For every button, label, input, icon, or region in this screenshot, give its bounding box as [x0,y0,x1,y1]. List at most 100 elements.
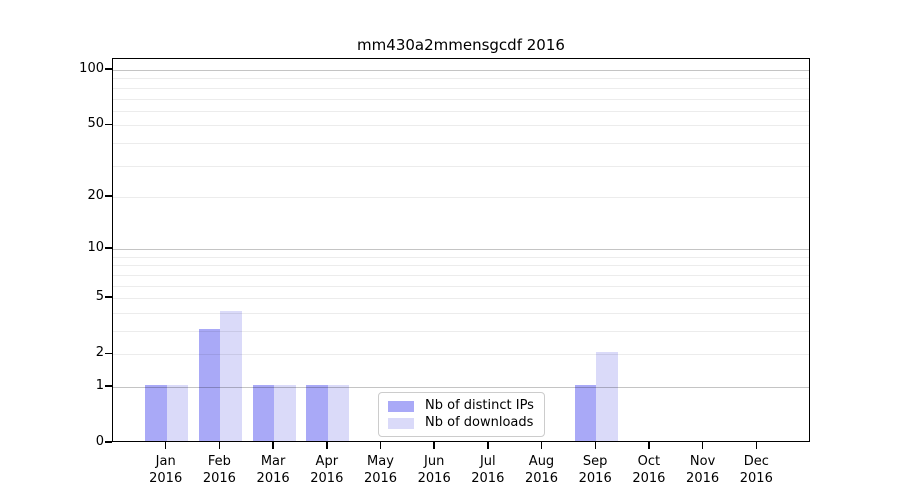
bar-apr-downloads [327,385,350,441]
x-tick-jan [164,442,167,449]
x-tick-dec [755,442,758,449]
x-tick-year: 2016 [632,471,666,486]
x-tick-month: Jan [155,454,176,469]
bar-mar-ips [252,385,275,441]
gridline-50 [113,125,809,127]
gridline-8 [113,265,809,267]
x-tick-label-aug: Aug 2016 [510,453,574,487]
x-tick-feb [218,442,221,449]
gridline-90 [113,78,809,80]
gridline-80 [113,87,809,89]
x-tick-label-may: May 2016 [349,453,413,487]
bar-sep-ips [574,385,597,441]
y-tick-label-1: 1 [95,378,104,393]
bar-feb-downloads [220,310,242,441]
x-tick-year: 2016 [524,471,559,486]
gridline-30 [113,165,809,167]
x-tick-year: 2016 [417,471,451,486]
y-tick-0 [105,441,112,443]
x-tick-oct [648,442,650,449]
legend-swatch-distinct-ips [388,400,414,412]
x-tick-nov [701,442,704,449]
x-tick-label-oct: Oct 2016 [617,453,681,487]
gridline-60 [113,110,809,112]
x-tick-apr [326,442,328,449]
x-tick-month: Feb [207,454,231,469]
y-tick-1 [105,385,112,387]
gridline-1 [113,387,809,388]
x-tick-label-mar: Mar 2016 [241,453,305,487]
x-tick-year: 2016 [471,471,505,486]
x-tick-jul [487,442,489,449]
y-tick-100 [105,68,112,70]
legend: Nb of distinct IPs Nb of downloads [378,392,545,437]
gridline-10 [113,249,809,251]
y-tick-5 [105,296,112,298]
x-tick-month: Jul [479,454,496,469]
y-tick-label-2: 2 [95,345,104,361]
x-tick-label-feb: Feb 2016 [187,453,251,487]
chart-title: mm430a2mmensgcdf 2016 [357,36,565,54]
plot-area [112,58,810,442]
x-tick-aug [540,442,543,449]
x-tick-year: 2016 [256,471,290,486]
gridline-100 [113,70,809,71]
y-tick-label-10: 10 [87,240,104,256]
gridline-4 [113,312,809,314]
gridline-5 [113,298,809,300]
x-tick-year: 2016 [739,471,773,486]
x-tick-year: 2016 [149,471,183,486]
gridline-40 [113,142,809,144]
x-tick-jun [433,442,435,449]
bar-mar-downloads [274,385,296,441]
x-tick-year: 2016 [578,471,612,486]
x-tick-label-sep: Sep 2016 [563,453,627,487]
x-tick-month: Mar [260,454,286,469]
legend-item-distinct-ips: Nb of distinct IPs [388,398,535,414]
x-tick-mar [272,442,274,449]
legend-swatch-downloads [388,417,414,429]
x-tick-year: 2016 [202,471,236,486]
bar-feb-ips [198,329,221,441]
gridline-9 [113,256,809,258]
x-tick-year: 2016 [310,471,344,486]
y-tick-label-20: 20 [87,187,104,203]
bar-jan-ips [145,385,167,441]
x-tick-month: May [367,454,394,469]
y-tick-10 [105,247,112,249]
gridline-70 [113,98,809,100]
x-tick-year: 2016 [686,471,720,486]
y-tick-label-100: 100 [79,61,104,76]
y-tick-label-0: 0 [95,434,104,449]
x-tick-month: Nov [689,454,716,469]
x-tick-label-apr: Apr 2016 [295,453,359,487]
legend-label-downloads: Nb of downloads [425,415,534,430]
y-tick-label-5: 5 [95,289,104,305]
x-tick-label-jan: Jan 2016 [134,453,198,487]
gridline-20 [113,196,809,198]
x-tick-month: Sep [582,454,608,469]
gridline-7 [113,274,809,276]
bar-sep-downloads [596,352,618,441]
x-tick-month: Apr [315,454,339,469]
y-tick-label-50: 50 [87,116,104,132]
bar-apr-ips [306,385,328,441]
gridline-6 [113,285,809,287]
y-tick-2 [105,352,112,354]
bar-jan-downloads [166,385,189,441]
x-tick-month: Oct [637,454,661,469]
x-tick-label-jul: Jul 2016 [456,453,520,487]
x-tick-month: Dec [743,454,769,469]
x-tick-month: Aug [528,454,555,469]
y-tick-20 [105,195,112,197]
y-tick-50 [105,123,112,125]
legend-item-downloads: Nb of downloads [388,415,535,431]
x-tick-month: Jun [424,454,445,469]
x-tick-year: 2016 [363,471,398,486]
x-tick-label-nov: Nov 2016 [671,453,735,487]
gridline-3 [113,331,809,332]
legend-label-distinct-ips: Nb of distinct IPs [425,398,534,413]
x-tick-may [379,442,382,449]
gridline-2 [113,354,809,356]
